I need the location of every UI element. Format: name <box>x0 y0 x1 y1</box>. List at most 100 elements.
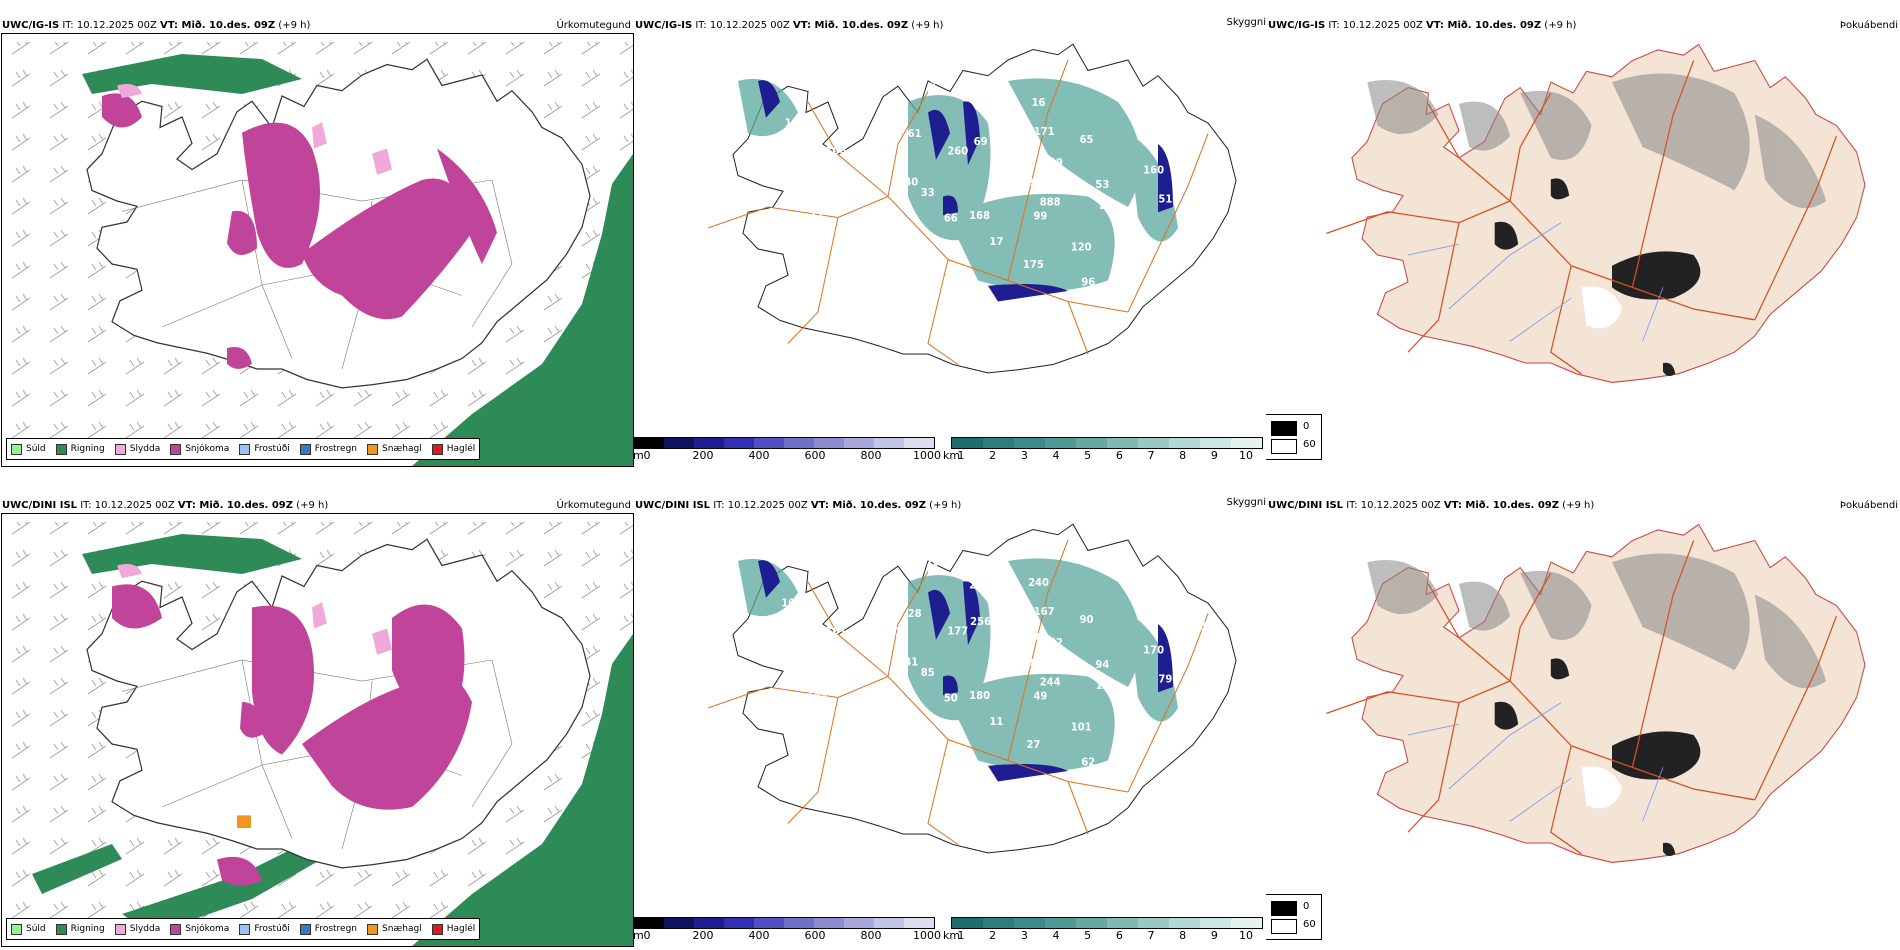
legend-label: Súld <box>26 444 46 454</box>
visibility-value-label: 498 <box>1137 592 1158 604</box>
visibility-value-label: 56 <box>1005 548 1019 560</box>
colorbar-unit: km <box>943 929 961 942</box>
legend-swatch <box>11 443 22 455</box>
colorbar-tick: 1 <box>957 449 965 462</box>
fog-title-0: UWC/IG-IS IT: 10.12.2025 00Z VT: Mið. 10… <box>1268 20 1577 31</box>
legend-label: Slydda <box>129 924 161 934</box>
precip-svg-0 <box>2 34 633 466</box>
fog-svg-1[interactable] <box>1266 514 1900 944</box>
legend-item: Frostúði <box>239 443 290 455</box>
visibility-title-1: UWC/DINI ISL IT: 10.12.2025 00Z VT: Mið.… <box>635 500 962 511</box>
legend-item: Slydda <box>114 443 160 455</box>
precip-map-0[interactable]: Súld Rigning Slydda Snjókoma Frostúði Frostre… <box>1 33 634 467</box>
legend-item: Slydda <box>114 923 161 935</box>
precip-legend-0: Súld Rigning Slydda Snjókoma Frostúði Frostre… <box>6 438 481 460</box>
colorbar-tick: 4 <box>1052 449 1060 462</box>
legend-swatch <box>367 923 379 935</box>
fog-corner-label-0: Þokuábendi <box>1839 20 1898 31</box>
fog-panel-0: UWC/IG-IS IT: 10.12.2025 00Z VT: Mið. 10… <box>1266 0 1900 470</box>
visibility-value-label: 116 <box>876 685 897 697</box>
visibility-corner-label-1: Skyggni <box>1226 497 1266 508</box>
fog-svg-0[interactable] <box>1266 34 1900 464</box>
colorbar-unit: m <box>633 449 644 462</box>
visibility-value-label: 96 <box>1081 276 1095 288</box>
legend-label: Frostregn <box>314 444 358 454</box>
visibility-value-label: 107 <box>781 597 802 609</box>
colorbar-strip <box>951 437 1263 449</box>
visibility-value-label: 13 <box>785 117 799 129</box>
visibility-value-label: 28 <box>908 608 922 620</box>
colorbar-tick: 6 <box>1115 449 1123 462</box>
legend-item: Súld <box>11 923 46 935</box>
colorbar-tick: 0 <box>643 449 651 462</box>
visibility-value-label: 48 <box>1020 177 1034 189</box>
visibility-value-label: 66 <box>944 212 958 224</box>
legend-item: Rigning <box>55 923 105 935</box>
visibility-value-label: 61 <box>1189 140 1203 152</box>
visibility-value-label: 53 <box>1095 179 1109 191</box>
visibility-value-label: 49 <box>1033 690 1047 702</box>
precip-map-1[interactable]: Súld Rigning Slydda Snjókoma Frostúði Frostre… <box>1 513 634 947</box>
precip-svg-1 <box>2 514 633 946</box>
fog-corner-label-1: Þokuábendi <box>1839 500 1898 511</box>
legend-label: Súld <box>26 924 46 934</box>
visibility-corner-label-0: Skyggni <box>1226 17 1266 28</box>
legend-item: Frostregn <box>299 923 357 935</box>
colorbar-tick: 3 <box>1020 449 1028 462</box>
legend-label: Haglél <box>446 924 476 934</box>
legend-item: Haglél <box>431 443 476 455</box>
visibility-value-label: 17 <box>990 236 1004 248</box>
visibility-colorbar-1: km 1 2 3 4 5 6 7 8 9 10 <box>943 917 1268 945</box>
precip-panel-1: UWC/DINI ISL IT: 10.12.2025 00Z VT: Mið.… <box>0 480 635 950</box>
visibility-value-label: 89 <box>1020 657 1034 669</box>
visibility-value-label: 101 <box>1071 721 1092 733</box>
colorbar-tick: 10 <box>1239 929 1253 942</box>
legend-swatch <box>55 443 67 455</box>
precip-title-0: UWC/IG-IS IT: 10.12.2025 00Z VT: Mið. 10… <box>2 20 311 31</box>
legend-swatch <box>170 923 182 935</box>
visibility-value-label: 61 <box>908 128 922 140</box>
visibility-value-label: 180 <box>969 690 990 702</box>
visibility-value-label: 44 <box>843 742 857 754</box>
visibility-value-label: 79 <box>1158 673 1172 685</box>
visibility-value-label: 240 <box>1028 577 1049 589</box>
visibility-value-label: 160 <box>1143 164 1164 176</box>
height-colorbar-1: m 0 200 400 600 800 1000 <box>633 917 943 945</box>
visibility-value-label: 177 <box>947 625 968 637</box>
legend-swatch <box>367 443 379 455</box>
visibility-value-label: 11 <box>990 716 1004 728</box>
legend-item: Snjókoma <box>170 923 230 935</box>
legend-label: Haglél <box>446 444 476 454</box>
visibility-value-label: 27 <box>1026 739 1040 751</box>
colorbar-tick: 800 <box>860 449 882 462</box>
colorbar-tick: 200 <box>692 929 714 942</box>
legend-item: Snjókoma <box>170 443 229 455</box>
visibility-value-label: 170 <box>1143 644 1164 656</box>
visibility-value-label: 51 <box>1158 193 1172 205</box>
visibility-value-label: 94 <box>929 77 943 89</box>
colorbar-strip <box>633 917 935 929</box>
colorbar-tick: 10 <box>1239 449 1253 462</box>
visibility-value-label: 171 <box>1034 126 1055 138</box>
visibility-value-label: 22 <box>1099 200 1113 212</box>
legend-label: Snjókoma <box>185 924 230 934</box>
visibility-value-label: 80 <box>916 754 930 766</box>
legend-item: Frostúði <box>239 923 290 935</box>
visibility-value-label: 78 <box>767 155 781 167</box>
precip-corner-label-0: Úrkomutegund <box>556 20 631 31</box>
visibility-value-label: 644 <box>1019 632 1040 644</box>
visibility-value-label: 100 <box>926 557 947 569</box>
precip-corner-label-1: Úrkomutegund <box>556 500 631 511</box>
precip-panel-0: UWC/IG-IS IT: 10.12.2025 00Z VT: Mið. 10… <box>0 0 635 470</box>
colorbar-tick: 800 <box>860 929 882 942</box>
legend-swatch <box>239 923 251 935</box>
visibility-value-label: 106 <box>876 205 897 217</box>
visibility-value-label: 168 <box>969 210 990 222</box>
visibility-value-label: 62 <box>1081 756 1095 768</box>
visibility-value-label: 29 <box>1049 157 1063 169</box>
visibility-panel-0: UWC/IG-IS IT: 10.12.2025 00Z VT: Mið. 10… <box>633 0 1268 470</box>
visibility-value-label: 106 <box>826 146 847 158</box>
colorbar-unit: km <box>943 449 961 462</box>
